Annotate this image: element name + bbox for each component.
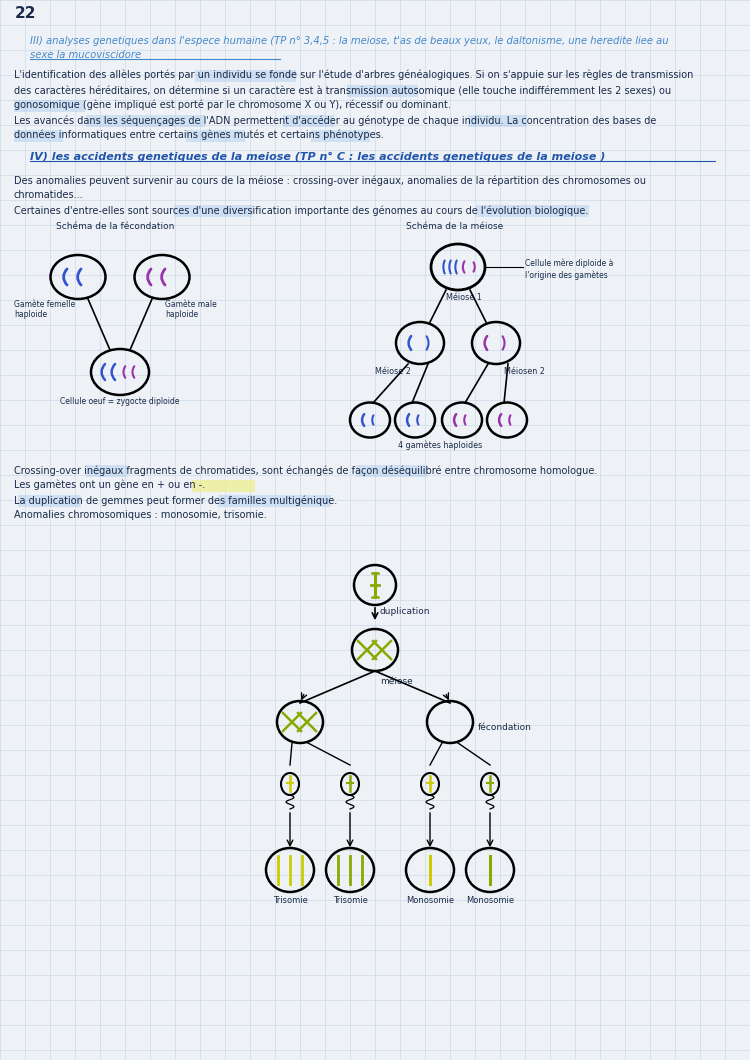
Text: Anomalies chromosomiques : monosomie, trisomie.: Anomalies chromosomiques : monosomie, tr…: [14, 510, 267, 520]
Text: L'identification des allèles portés par un individu se fonde sur l'étude d'arbre: L'identification des allèles portés par …: [14, 70, 693, 81]
Text: Cellule mère diploide à
l'origine des gamètes: Cellule mère diploide à l'origine des ga…: [525, 259, 614, 280]
Text: Méiosen 2: Méiosen 2: [504, 367, 544, 376]
Text: 4 gamètes haploides: 4 gamètes haploides: [398, 440, 482, 449]
Text: Schéma de la fécondation: Schéma de la fécondation: [56, 222, 174, 231]
Text: données informatiques entre certains gènes mutés et certains phénotypes.: données informatiques entre certains gèn…: [14, 130, 384, 141]
Text: méiose: méiose: [380, 677, 412, 687]
Text: 22: 22: [15, 6, 37, 21]
Text: Les avancés dans les séquençages de l'ADN permettent d'accéder au génotype de ch: Les avancés dans les séquençages de l'AD…: [14, 114, 656, 125]
Text: chromatides...: chromatides...: [14, 190, 84, 200]
Text: Schéma de la méiose: Schéma de la méiose: [406, 222, 504, 231]
Text: gonosomique (gène impliqué est porté par le chromosome X ou Y), récessif ou domi: gonosomique (gène impliqué est porté par…: [14, 100, 451, 110]
FancyBboxPatch shape: [17, 495, 80, 507]
FancyBboxPatch shape: [13, 100, 85, 111]
FancyBboxPatch shape: [86, 114, 205, 126]
Text: Crossing-over inégaux fragments de chromatides, sont échangés de façon déséquili: Crossing-over inégaux fragments de chrom…: [14, 465, 597, 476]
Text: III) analyses genetiques dans l'espece humaine (TP n° 3,4,5 : la meiose, t'as de: III) analyses genetiques dans l'espece h…: [30, 36, 669, 46]
FancyBboxPatch shape: [476, 205, 589, 216]
Text: duplication: duplication: [379, 606, 430, 616]
Text: sexe la mucoviscidore: sexe la mucoviscidore: [30, 50, 141, 60]
FancyBboxPatch shape: [356, 464, 427, 477]
Text: Monosomie: Monosomie: [466, 896, 514, 905]
Text: Certaines d'entre-elles sont sources d'une diversification importante des génome: Certaines d'entre-elles sont sources d'u…: [14, 205, 588, 215]
FancyBboxPatch shape: [185, 129, 244, 141]
Text: La duplication de gemmes peut former des familles multigénique.: La duplication de gemmes peut former des…: [14, 495, 338, 506]
Text: Trisomie: Trisomie: [332, 896, 368, 905]
Text: des caractères héréditaires, on détermine si un caractère est à transmission aut: des caractères héréditaires, on détermin…: [14, 85, 671, 95]
Text: fécondation: fécondation: [478, 723, 532, 731]
FancyBboxPatch shape: [346, 85, 418, 96]
FancyBboxPatch shape: [194, 70, 296, 82]
FancyBboxPatch shape: [86, 464, 127, 477]
FancyBboxPatch shape: [13, 129, 62, 141]
Text: Les gamètes ont un gène en + ou en -.: Les gamètes ont un gène en + ou en -.: [14, 480, 206, 491]
Text: IV) les accidents genetiques de la meiose (TP n° C : les accidents genetiques de: IV) les accidents genetiques de la meios…: [30, 152, 605, 162]
Text: Trisomie: Trisomie: [272, 896, 308, 905]
FancyBboxPatch shape: [191, 479, 254, 492]
Text: Des anomalies peuvent survenir au cours de la méiose : crossing-over inégaux, an: Des anomalies peuvent survenir au cours …: [14, 175, 646, 186]
FancyBboxPatch shape: [310, 129, 370, 141]
FancyBboxPatch shape: [283, 114, 334, 126]
Text: Méiose 2: Méiose 2: [375, 367, 411, 376]
Text: Méiose 1: Méiose 1: [446, 293, 482, 302]
FancyBboxPatch shape: [467, 114, 526, 126]
Text: Gamète femelle
haploide: Gamète femelle haploide: [14, 300, 75, 319]
FancyBboxPatch shape: [173, 205, 253, 216]
Text: Cellule oeuf = zygocte diploide: Cellule oeuf = zygocte diploide: [60, 398, 179, 406]
Text: Gamète male
haploide: Gamète male haploide: [165, 300, 217, 319]
FancyBboxPatch shape: [217, 495, 331, 507]
Text: Monosomie: Monosomie: [406, 896, 454, 905]
